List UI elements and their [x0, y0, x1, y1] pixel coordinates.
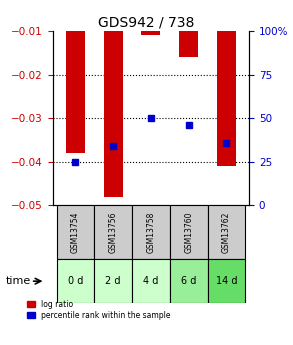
Bar: [179, 0, 198, 57]
Text: GSM13754: GSM13754: [71, 211, 80, 253]
FancyBboxPatch shape: [170, 259, 207, 303]
Text: 14 d: 14 d: [216, 276, 237, 286]
Text: 0 d: 0 d: [68, 276, 83, 286]
Bar: [142, 0, 160, 36]
Text: 2 d: 2 d: [105, 276, 121, 286]
Text: GSM13760: GSM13760: [184, 211, 193, 253]
FancyBboxPatch shape: [57, 259, 94, 303]
FancyBboxPatch shape: [94, 205, 132, 259]
FancyBboxPatch shape: [207, 259, 245, 303]
Legend: log ratio, percentile rank within the sample: log ratio, percentile rank within the sa…: [27, 299, 170, 320]
Bar: [66, 0, 85, 153]
Text: time: time: [6, 276, 31, 286]
FancyBboxPatch shape: [94, 259, 132, 303]
Text: 4 d: 4 d: [143, 276, 159, 286]
Text: GSM13762: GSM13762: [222, 211, 231, 253]
Text: GSM13758: GSM13758: [146, 211, 155, 253]
Bar: [104, 0, 122, 197]
Text: GSM13756: GSM13756: [109, 211, 118, 253]
FancyBboxPatch shape: [57, 205, 94, 259]
Bar: [217, 0, 236, 166]
FancyBboxPatch shape: [170, 205, 207, 259]
Text: GDS942 / 738: GDS942 / 738: [98, 16, 195, 30]
Text: 6 d: 6 d: [181, 276, 196, 286]
FancyBboxPatch shape: [132, 259, 170, 303]
FancyBboxPatch shape: [132, 205, 170, 259]
FancyBboxPatch shape: [207, 205, 245, 259]
